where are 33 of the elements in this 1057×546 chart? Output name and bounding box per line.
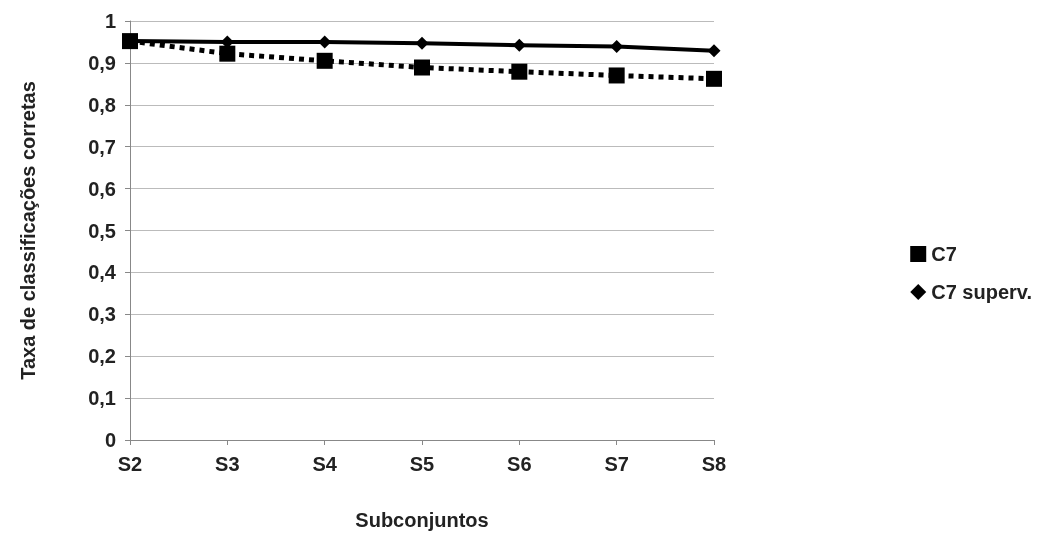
x-tick-label: S6 — [507, 453, 532, 475]
point — [511, 63, 528, 80]
y-tick-label: 0,7 — [88, 135, 116, 158]
x-tick-label: S2 — [117, 453, 143, 475]
y-tick-label: 0,4 — [88, 261, 117, 284]
x-tick-label: S7 — [604, 453, 629, 475]
x-tick-label: S8 — [701, 453, 727, 475]
y-tick-label: 0,8 — [88, 93, 116, 116]
point — [610, 40, 624, 54]
x-tick-label: S5 — [409, 453, 435, 475]
y-tick-label: 0,1 — [88, 387, 116, 410]
point — [415, 36, 429, 50]
y-tick-label: 0,6 — [88, 177, 116, 200]
x-tick-label: S4 — [312, 453, 338, 475]
y-tick-label: 0,9 — [88, 51, 116, 74]
point — [316, 52, 333, 69]
x-axis-title: Subconjuntos — [355, 509, 489, 531]
x-tick-label: S3 — [215, 453, 240, 475]
y-tick-label: 0,3 — [88, 303, 116, 326]
point — [512, 38, 526, 52]
legend-label: C7 superv. — [931, 281, 1032, 303]
point — [414, 59, 430, 76]
y-tick-label: 0,2 — [88, 345, 116, 368]
y-axis-title: Taxa de classificações corretas — [17, 81, 39, 380]
point — [318, 35, 332, 49]
y-tick-label: 0,5 — [88, 219, 116, 242]
point — [707, 44, 721, 58]
legend-label: C7 — [931, 243, 957, 265]
point — [706, 70, 722, 87]
y-tick-label: 0 — [104, 429, 116, 451]
point — [608, 67, 625, 84]
point — [219, 45, 236, 62]
y-tick-label: 1 — [104, 10, 116, 32]
